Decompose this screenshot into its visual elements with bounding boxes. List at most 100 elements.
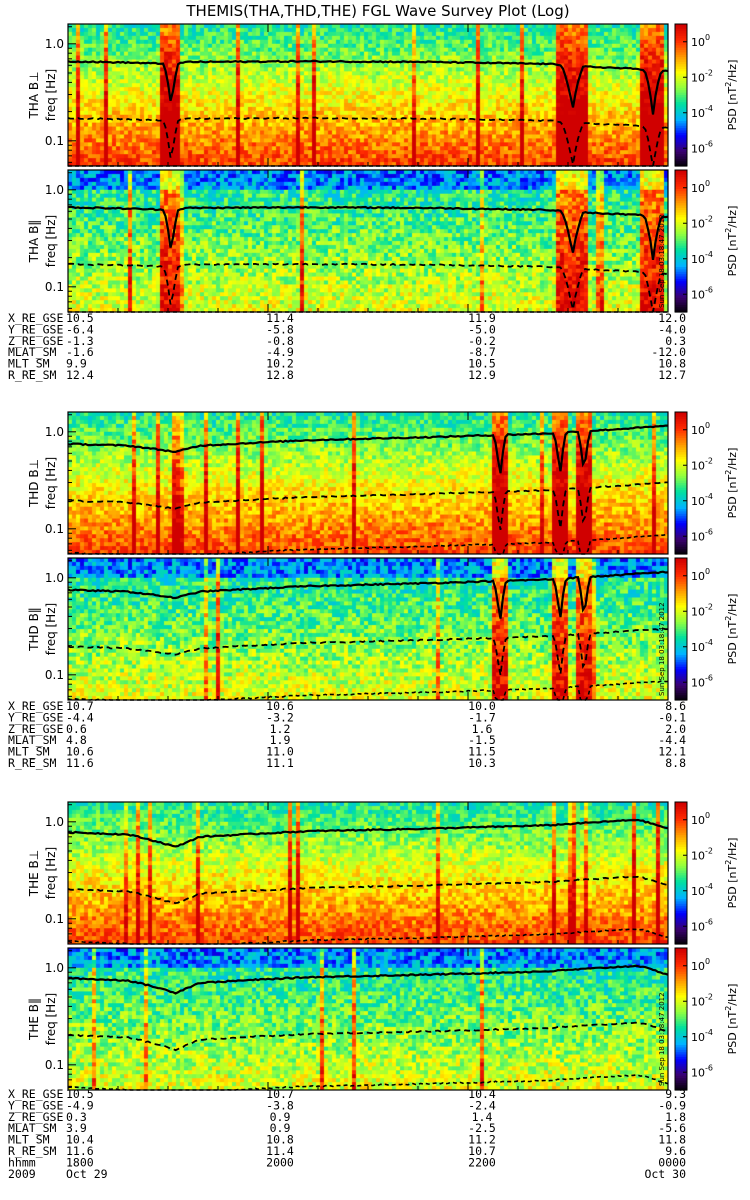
colorbar-tick-label: 10-4	[691, 250, 713, 266]
ephemeris-value: -4.9	[66, 1098, 94, 1112]
ephemeris-value: 0.6	[66, 722, 87, 736]
ephemeris-value: 10.6	[66, 745, 94, 759]
colorbar	[674, 947, 688, 1091]
ephemeris-value: 11.2	[468, 1133, 496, 1147]
colorbar-tick-label: 100	[691, 179, 710, 195]
ephemeris-value: 11.1	[266, 756, 294, 770]
ephemeris-value: 2000	[266, 1155, 294, 1169]
y-tick-label: 1.0	[45, 815, 64, 829]
ephemeris-label: Z_RE_GSE	[8, 334, 63, 348]
spectrogram-image	[68, 170, 668, 312]
ephemeris-value: 10.7	[66, 699, 94, 713]
ephemeris-value: 10.5	[66, 311, 94, 325]
y-tick-label: 0.1	[45, 912, 64, 926]
y-tick-label: 0.1	[45, 668, 64, 682]
colorbar-tick-label: 10-2	[691, 992, 713, 1008]
ephemeris-label: 2009	[8, 1167, 36, 1181]
ephemeris-value: -5.8	[266, 322, 294, 336]
colorbar	[674, 557, 688, 701]
ephemeris-value: 11.6	[66, 1144, 94, 1158]
ephemeris-label: MLAT_SM	[8, 1121, 57, 1135]
ephemeris-value: -4.4	[66, 710, 94, 724]
ephemeris-value: 11.0	[266, 745, 294, 759]
ephemeris-value: 1.4	[472, 1110, 493, 1124]
colorbar-tick-label: 100	[691, 811, 710, 827]
colorbar-tick-label: 10-6	[691, 917, 713, 933]
ephemeris-value: -0.1	[658, 710, 686, 724]
ephemeris-value: 1800	[66, 1155, 94, 1169]
ephemeris-label: Y_RE_GSE	[8, 322, 63, 336]
timestamp-stamp: Sun Sep 18 03:18:47 2012	[658, 602, 666, 696]
ephemeris-value: 12.7	[658, 368, 686, 382]
ephemeris-label: Z_RE_GSE	[8, 722, 63, 736]
ephemeris-value: 10.8	[266, 1133, 294, 1147]
ephemeris-value: 11.6	[66, 756, 94, 770]
y-tick-label: 0.1	[45, 280, 64, 294]
panel-label: THA B⊥	[27, 71, 41, 119]
ephemeris-value: 10.7	[266, 1087, 294, 1101]
ephemeris-value: -0.2	[468, 334, 496, 348]
y-axis-label: freq [Hz]	[44, 603, 58, 655]
fce-half-line	[67, 875, 669, 905]
ephemeris-label: X_RE_GSE	[8, 699, 63, 713]
spectrogram-image	[68, 948, 668, 1090]
ephemeris-label: MLT_SM	[8, 745, 50, 759]
colorbar-tick-label: 10-6	[691, 673, 713, 689]
ephemeris-value: 4.8	[66, 733, 87, 747]
ephemeris-value: 12.9	[468, 368, 496, 382]
ephemeris-label: MLT_SM	[8, 1133, 50, 1147]
spectrogram-image	[68, 802, 668, 944]
fce-half-line	[67, 627, 669, 676]
ephemeris-value: 11.8	[658, 1133, 686, 1147]
ephemeris-value: 12.0	[658, 311, 686, 325]
ephemeris-value: 11.9	[468, 311, 496, 325]
ephemeris-value: 0.3	[66, 1110, 87, 1124]
colorbar-tick-label: 10-4	[691, 492, 713, 508]
fce-half-line	[67, 1021, 669, 1052]
colorbar-tick-label: 10-2	[691, 846, 713, 862]
ephemeris-label: MLAT_SM	[8, 345, 57, 359]
ephemeris-value: 11.4	[266, 311, 294, 325]
ephemeris-value: 2.0	[665, 722, 686, 736]
timestamp-stamp: Sun Sep 18 03:18:47 2012	[658, 214, 666, 308]
ephemeris-value: 1.8	[665, 1110, 686, 1124]
colorbar-label: PSD [nT2/Hz]	[724, 448, 739, 519]
ephemeris-value: 10.0	[468, 699, 496, 713]
ephemeris-value: 1.9	[270, 733, 291, 747]
ephemeris-value: -6.4	[66, 322, 94, 336]
ephemeris-value: 2200	[468, 1155, 496, 1169]
spectrogram-image	[68, 558, 668, 700]
ephemeris-value: Oct 30	[644, 1167, 686, 1181]
ephemeris-value: 12.4	[66, 368, 94, 382]
colorbar	[674, 169, 688, 313]
colorbar-tick-label: 10-6	[691, 139, 713, 155]
ephemeris-value: 0.3	[665, 334, 686, 348]
panel-label: THD B‖	[27, 607, 41, 652]
y-tick-label: 0.1	[45, 522, 64, 536]
y-tick-label: 1.0	[45, 571, 64, 585]
colorbar-label: PSD [nT2/Hz]	[724, 594, 739, 665]
ephemeris-value: -4.0	[658, 322, 686, 336]
spectrogram-image	[68, 24, 668, 166]
fce-half-line	[67, 116, 669, 167]
colorbar-tick-label: 100	[691, 421, 710, 437]
colorbar-tick-label: 100	[691, 33, 710, 49]
ephemeris-value: -4.9	[266, 345, 294, 359]
ephemeris-label: X_RE_GSE	[8, 311, 63, 325]
colorbar-tick-label: 10-6	[691, 527, 713, 543]
y-tick-label: 0.1	[45, 134, 64, 148]
ephemeris-value: -3.2	[266, 710, 294, 724]
ephemeris-value: 1.6	[472, 722, 493, 736]
ephemeris-label: MLT_SM	[8, 357, 50, 371]
y-axis-label: freq [Hz]	[44, 69, 58, 121]
ephemeris-value: -0.9	[658, 1098, 686, 1112]
ephemeris-value: 10.4	[468, 1087, 496, 1101]
y-axis-label: freq [Hz]	[44, 993, 58, 1045]
panel-label: THD B⊥	[27, 459, 41, 508]
ephemeris-value: -1.6	[66, 345, 94, 359]
ephemeris-value: 10.2	[266, 357, 294, 371]
fce-line	[67, 59, 669, 115]
ephemeris-value: 10.5	[66, 1087, 94, 1101]
ephemeris-value: 1.2	[270, 722, 291, 736]
